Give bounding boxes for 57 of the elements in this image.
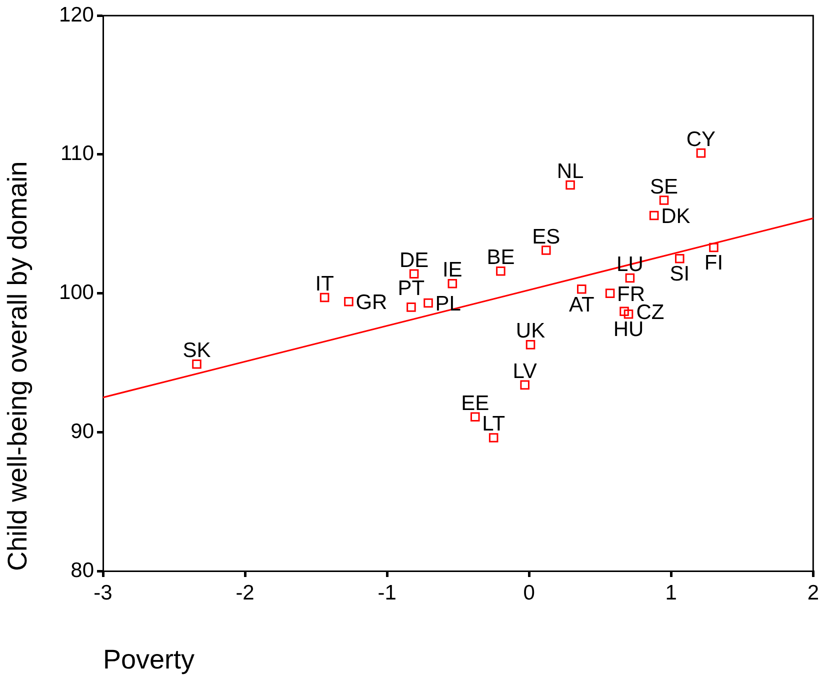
data-label: BE bbox=[486, 246, 515, 270]
y-tick-label: 100 bbox=[58, 281, 94, 304]
data-label: GR bbox=[356, 291, 388, 314]
data-label: PL bbox=[435, 292, 461, 316]
point bbox=[409, 269, 419, 278]
point bbox=[406, 302, 416, 312]
point bbox=[542, 246, 551, 255]
data-label: DE bbox=[399, 248, 429, 272]
y-axis-title: Child well-being overall by domain bbox=[2, 161, 33, 571]
data-label: IE bbox=[442, 258, 462, 282]
data-label: HU bbox=[613, 318, 644, 342]
y-tick-label: 90 bbox=[70, 420, 94, 443]
data-label: EE bbox=[461, 392, 490, 415]
x-tick-label: 2 bbox=[807, 581, 820, 604]
point bbox=[526, 340, 536, 350]
point bbox=[577, 284, 586, 294]
data-label: SK bbox=[182, 339, 211, 362]
point bbox=[448, 278, 458, 288]
data-label: NL bbox=[556, 160, 584, 183]
x-tick-label: -2 bbox=[236, 581, 254, 604]
x-tick-label: 0 bbox=[523, 581, 535, 604]
data-label: LV bbox=[512, 360, 537, 383]
data-label: FI bbox=[704, 252, 724, 275]
x-tick-label: 1 bbox=[665, 581, 677, 604]
point bbox=[696, 148, 706, 158]
point bbox=[675, 254, 684, 264]
data-label: CY bbox=[686, 128, 716, 152]
point bbox=[424, 298, 433, 308]
data-label: PT bbox=[398, 277, 425, 300]
point bbox=[624, 309, 634, 319]
point bbox=[488, 433, 498, 442]
point bbox=[620, 306, 629, 316]
point bbox=[192, 359, 202, 369]
x-tick-label: -3 bbox=[94, 581, 112, 604]
data-label: SE bbox=[650, 175, 678, 198]
y-tick-label: 120 bbox=[58, 3, 94, 26]
data-label: DK bbox=[661, 205, 690, 228]
data-label: ES bbox=[532, 225, 560, 248]
y-tick-label: 80 bbox=[70, 558, 94, 582]
point bbox=[344, 296, 354, 306]
x-axis-title: Poverty bbox=[103, 644, 196, 674]
x-tick-label: -1 bbox=[378, 581, 396, 604]
point bbox=[520, 380, 530, 390]
point bbox=[470, 412, 480, 422]
y-tick-label: 110 bbox=[60, 142, 94, 166]
point bbox=[649, 210, 659, 220]
point bbox=[496, 266, 506, 276]
data-label: AT bbox=[569, 293, 594, 316]
point bbox=[709, 242, 718, 252]
data-label: UK bbox=[516, 320, 546, 343]
point bbox=[605, 288, 615, 298]
data-label: IT bbox=[315, 272, 334, 296]
data-label: LT bbox=[482, 412, 506, 436]
point bbox=[659, 196, 669, 205]
point bbox=[566, 180, 575, 190]
data-label: SI bbox=[670, 262, 690, 286]
point bbox=[320, 292, 330, 302]
